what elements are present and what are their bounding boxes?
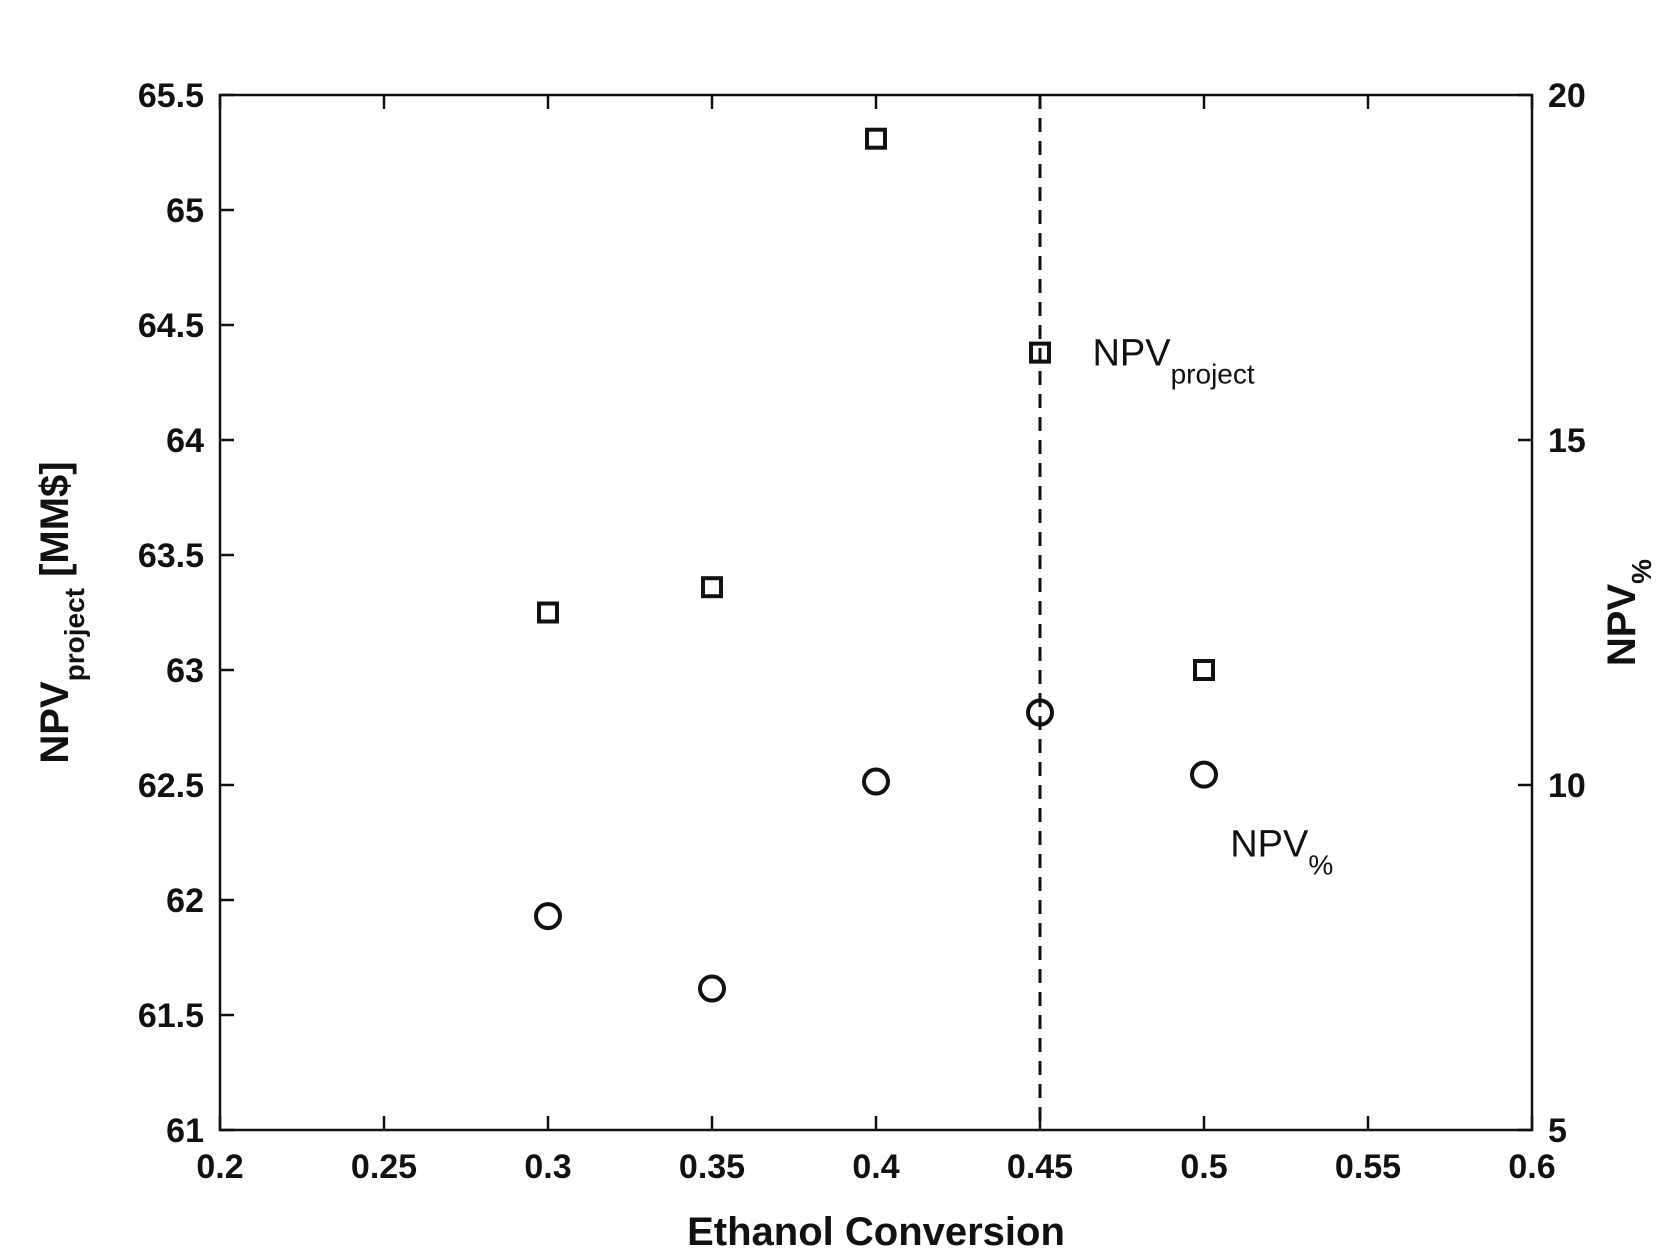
square-marker (1029, 341, 1051, 364)
annotation-main: NPV (1092, 333, 1171, 375)
y-tick-label: 63.5 (138, 537, 204, 575)
annotation-sub: % (1308, 850, 1333, 881)
x-tick-label: 0.5 (1180, 1148, 1227, 1186)
square-marker (701, 576, 723, 599)
square-marker (1193, 659, 1215, 681)
circle-marker (534, 902, 562, 931)
square-marker (537, 601, 559, 624)
ticks (218, 93, 1534, 1132)
y2-tick-label: 10 (1548, 767, 1586, 805)
y-tick-label: 64 (166, 422, 204, 460)
circle-marker (1026, 698, 1054, 727)
y-tick-label: 62.5 (138, 767, 204, 805)
y-tick-label: 65 (166, 192, 204, 230)
y-axis-label-main: NPV (33, 681, 77, 764)
y-tick-label: 62 (166, 882, 204, 920)
circle-marker (1190, 760, 1218, 789)
x-tick-label: 0.6 (1508, 1148, 1555, 1186)
y2-tick-label: 20 (1548, 77, 1586, 115)
annotation-sub: project (1171, 359, 1255, 390)
x-axis-label: Ethanol Conversion (687, 1210, 1065, 1254)
circle-marker (698, 974, 726, 1003)
y-tick-label: 63 (166, 652, 204, 690)
y-axis-label-unit: [MM$] (33, 461, 77, 588)
y2-tick-label: 5 (1548, 1112, 1567, 1150)
circle-marker (862, 767, 890, 796)
annotation: NPVproject (1092, 333, 1254, 390)
x-tick-label: 0.55 (1335, 1148, 1401, 1186)
x-tick-label: 0.25 (351, 1148, 417, 1186)
tick-labels: 0.2 0.25 0.3 0.35 0.4 0.45 0.5 0.55 0.6 61 61.5 62 6… (138, 77, 1586, 1186)
data-points (534, 127, 1218, 1003)
annotation-main: NPV (1230, 824, 1309, 866)
y-axis-label-sub: project (59, 588, 90, 681)
x-tick-label: 0.2 (196, 1148, 243, 1186)
square-marker (865, 127, 887, 150)
y2-axis-label-sub: % (1626, 559, 1657, 584)
y-axis-label: NPVproject [MM$] (33, 461, 90, 763)
annotation: NPV% (1230, 824, 1333, 881)
y2-tick-label: 15 (1548, 422, 1586, 460)
x-tick-label: 0.3 (524, 1148, 571, 1186)
plot-frame (218, 93, 1534, 1132)
y2-axis-label: NPV% (1600, 559, 1657, 666)
y2-axis-label-main: NPV (1600, 584, 1644, 667)
x-tick-label: 0.45 (1007, 1148, 1073, 1186)
y-tick-label: 65.5 (138, 77, 204, 115)
y-tick-label: 61 (166, 1112, 204, 1150)
x-tick-label: 0.4 (852, 1148, 899, 1186)
x-tick-label: 0.35 (679, 1148, 745, 1186)
y-tick-label: 61.5 (138, 997, 204, 1035)
y-tick-label: 64.5 (138, 307, 204, 345)
